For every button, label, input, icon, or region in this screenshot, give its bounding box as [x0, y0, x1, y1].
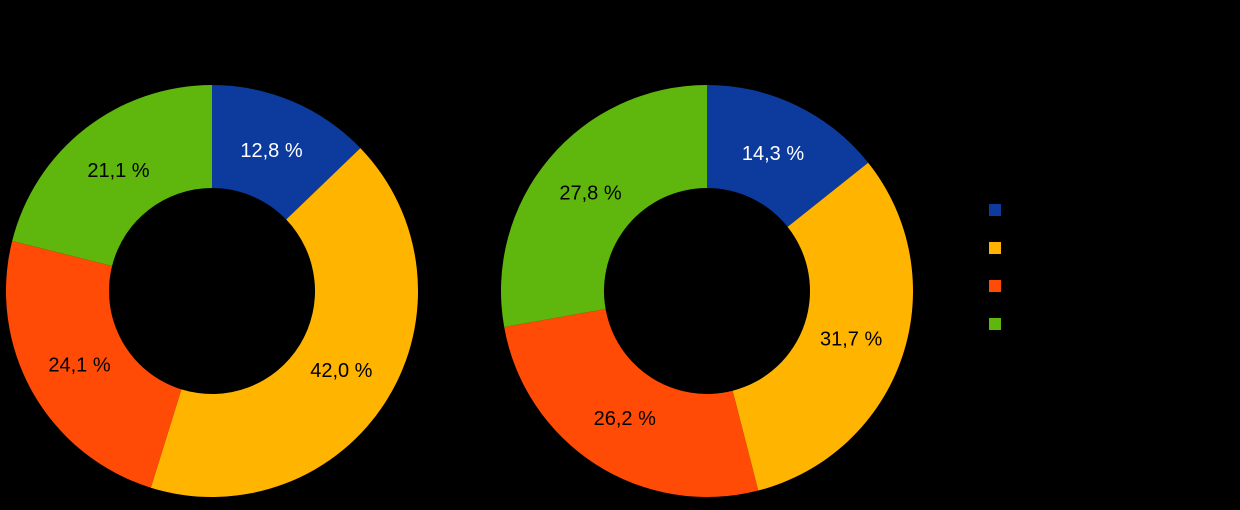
donut-right-slice-label-3: 27,8 %	[559, 182, 621, 204]
donut-left-slice-label-1: 42,0 %	[310, 360, 372, 382]
donut-right-slice-1	[732, 162, 913, 491]
legend-swatch-3	[989, 318, 1001, 330]
donut-left-slice-1	[150, 148, 418, 497]
donut-left: 12,8 % 42,0 % 24,1 % 21,1 %	[6, 84, 418, 497]
donut-right-slice-label-2: 26,2 %	[594, 408, 656, 430]
donut-left-slice-3	[12, 84, 213, 267]
legend-swatch-0	[989, 204, 1001, 216]
donut-left-slice-label-3: 21,1 %	[87, 160, 149, 182]
donut-left-slice-label-2: 24,1 %	[48, 354, 110, 376]
legend-swatch-1	[989, 242, 1001, 254]
donut-right-slice-3	[501, 85, 707, 328]
legend-swatch-2	[989, 280, 1001, 292]
donut-right-slice-label-1: 31,7 %	[820, 328, 882, 350]
donut-right: 14,3 % 31,7 % 26,2 % 27,8 %	[501, 85, 913, 497]
donut-right-slice-label-0: 14,3 %	[742, 143, 804, 165]
donut-right-slice-2	[504, 309, 759, 497]
donut-left-slice-2	[6, 241, 182, 488]
donut-right-slice-0	[707, 85, 869, 227]
donut-left-slice-0	[212, 85, 361, 220]
donut-left-slice-label-0: 12,8 %	[240, 140, 302, 162]
